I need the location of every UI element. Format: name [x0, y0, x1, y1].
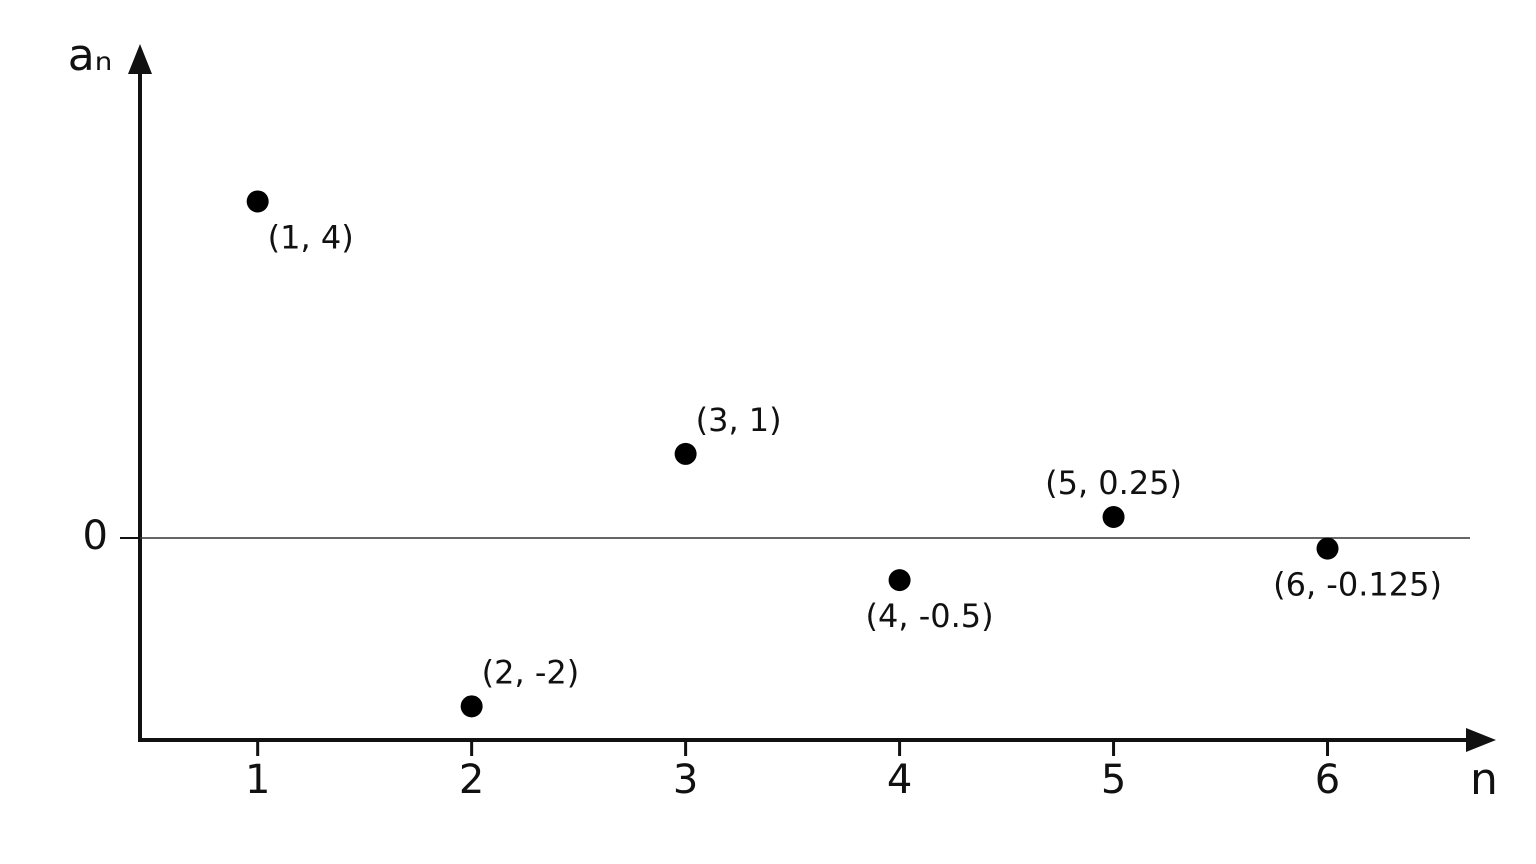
point	[674, 442, 697, 465]
x-tick-label: 6	[1315, 757, 1340, 803]
x-tick-label: 2	[459, 757, 484, 803]
y-tick-label: 0	[83, 513, 108, 559]
x-tick-label: 5	[1101, 757, 1126, 803]
x-tick-label: 4	[887, 757, 912, 803]
y-axis-label: aₙ	[68, 30, 113, 81]
value-label: (5, 0.25)	[1045, 464, 1182, 502]
y-axis-arrow	[128, 44, 152, 74]
x-axis-label: n	[1470, 754, 1498, 805]
point	[1316, 537, 1339, 560]
x-tick-label: 3	[673, 757, 698, 803]
point	[246, 190, 269, 213]
value-label: (2, -2)	[482, 653, 580, 691]
value-label: (4, -0.5)	[866, 597, 994, 635]
value-label: (6, -0.125)	[1273, 566, 1442, 604]
point	[888, 569, 911, 592]
value-label: (3, 1)	[696, 401, 782, 439]
value-label: (1, 4)	[268, 218, 354, 256]
point	[1102, 506, 1125, 529]
x-tick-label: 1	[245, 757, 270, 803]
x-axis-arrow	[1466, 728, 1496, 752]
point	[460, 695, 483, 718]
